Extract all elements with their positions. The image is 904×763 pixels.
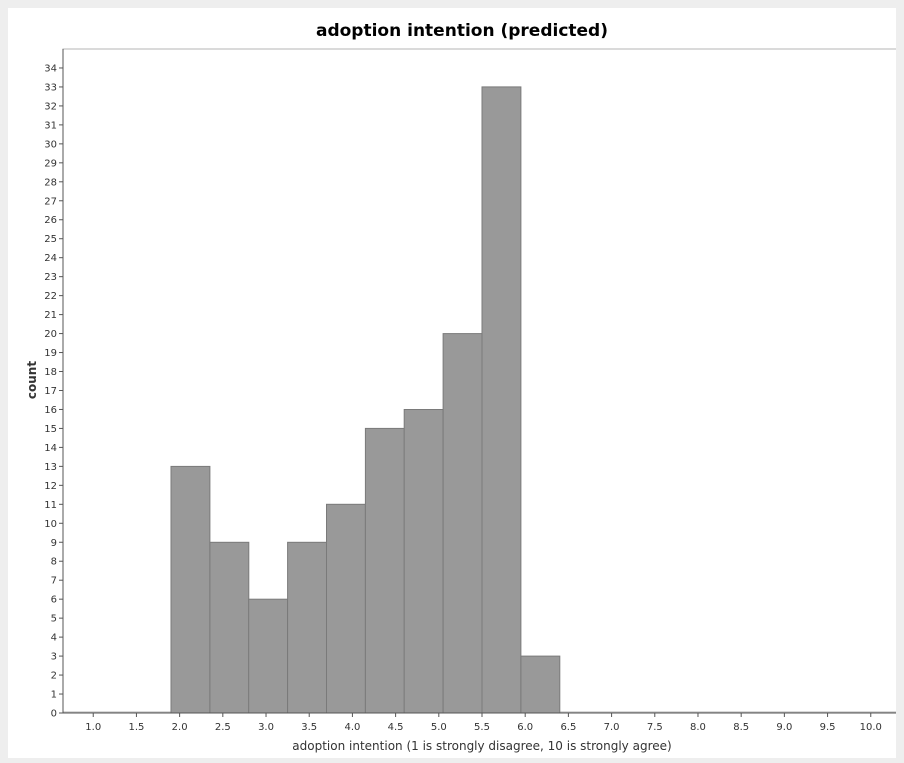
x-tick-label: 6.5 (560, 722, 576, 733)
y-tick-label: 30 (44, 139, 57, 150)
y-tick-label: 34 (44, 63, 57, 74)
histogram-bar (403, 409, 444, 714)
y-tick-label: 15 (44, 424, 57, 435)
x-tick-label: 9.0 (776, 722, 792, 733)
y-tick-label: 13 (44, 462, 57, 473)
histogram-bar (442, 333, 483, 714)
histogram-bar (287, 541, 328, 714)
x-tick-label: 2.5 (215, 722, 231, 733)
x-tick-label: 1.0 (85, 722, 101, 733)
y-tick-label: 4 (51, 633, 57, 644)
y-tick-label: 24 (44, 253, 57, 264)
x-axis-title: adoption intention (1 is strongly disagr… (292, 739, 671, 753)
y-tick-label: 6 (51, 595, 57, 606)
y-axis-title: count (25, 361, 39, 399)
y-tick-label: 2 (51, 671, 57, 682)
x-tick-label: 7.0 (604, 722, 620, 733)
y-tick-label: 26 (44, 215, 57, 226)
histogram-bar (520, 655, 561, 714)
x-tick-label: 4.5 (388, 722, 404, 733)
y-tick-label: 23 (44, 272, 57, 283)
y-tick-label: 10 (44, 519, 57, 530)
bars-group (170, 86, 561, 714)
y-ticks-group: 0123456789101112131415161718192021222324… (44, 63, 63, 720)
x-tick-label: 5.0 (431, 722, 447, 733)
y-tick-label: 9 (51, 538, 57, 549)
x-tick-label: 3.5 (301, 722, 317, 733)
y-tick-label: 16 (44, 405, 57, 416)
y-tick-label: 20 (44, 329, 57, 340)
x-tick-label: 4.0 (344, 722, 360, 733)
histogram-bar (364, 427, 405, 714)
x-tick-label: 10.0 (860, 722, 882, 733)
x-ticks-group: 1.0 1.5 2.0 2.5 3.0 3.5 4.0 4.5 5.0 5.5 6.0 6.5 7.0 7… (85, 713, 882, 733)
x-tick-label: 8.0 (690, 722, 706, 733)
y-tick-label: 3 (51, 652, 57, 663)
x-tick-label: 7.5 (647, 722, 663, 733)
y-tick-label: 19 (44, 348, 57, 359)
histogram-bar (248, 598, 289, 714)
y-tick-label: 21 (44, 310, 57, 321)
histogram-chart: adoption intention (predicted) 1.0 1.5 2.0… (25, 21, 896, 753)
x-tick-label: 5.5 (474, 722, 490, 733)
y-tick-label: 33 (44, 82, 57, 93)
y-tick-label: 5 (51, 614, 57, 625)
y-tick-label: 27 (44, 196, 57, 207)
y-tick-label: 18 (44, 367, 57, 378)
x-tick-label: 8.5 (733, 722, 749, 733)
y-tick-label: 11 (44, 500, 57, 511)
histogram-bar (326, 503, 366, 714)
y-tick-label: 25 (44, 234, 57, 245)
x-tick-label: 6.0 (517, 722, 533, 733)
y-tick-label: 29 (44, 158, 57, 169)
x-tick-label: 2.0 (172, 722, 188, 733)
x-tick-label: 3.0 (258, 722, 274, 733)
y-tick-label: 1 (51, 690, 57, 701)
y-tick-label: 7 (51, 576, 57, 587)
y-tick-label: 14 (44, 443, 57, 454)
y-tick-label: 0 (51, 709, 57, 720)
y-tick-label: 32 (44, 101, 57, 112)
chart-title: adoption intention (predicted) (316, 21, 608, 41)
y-tick-label: 12 (44, 481, 57, 492)
histogram-bar (170, 465, 211, 714)
y-tick-label: 22 (44, 291, 57, 302)
y-tick-label: 17 (44, 386, 57, 397)
histogram-bar (481, 86, 522, 714)
y-tick-label: 28 (44, 177, 57, 188)
y-tick-label: 31 (44, 120, 57, 131)
y-tick-label: 8 (51, 557, 57, 568)
chart-panel: adoption intention (predicted) 1.0 1.5 2.0… (8, 8, 896, 758)
x-tick-label: 9.5 (820, 722, 836, 733)
x-tick-label: 1.5 (128, 722, 144, 733)
histogram-bar (209, 541, 250, 714)
